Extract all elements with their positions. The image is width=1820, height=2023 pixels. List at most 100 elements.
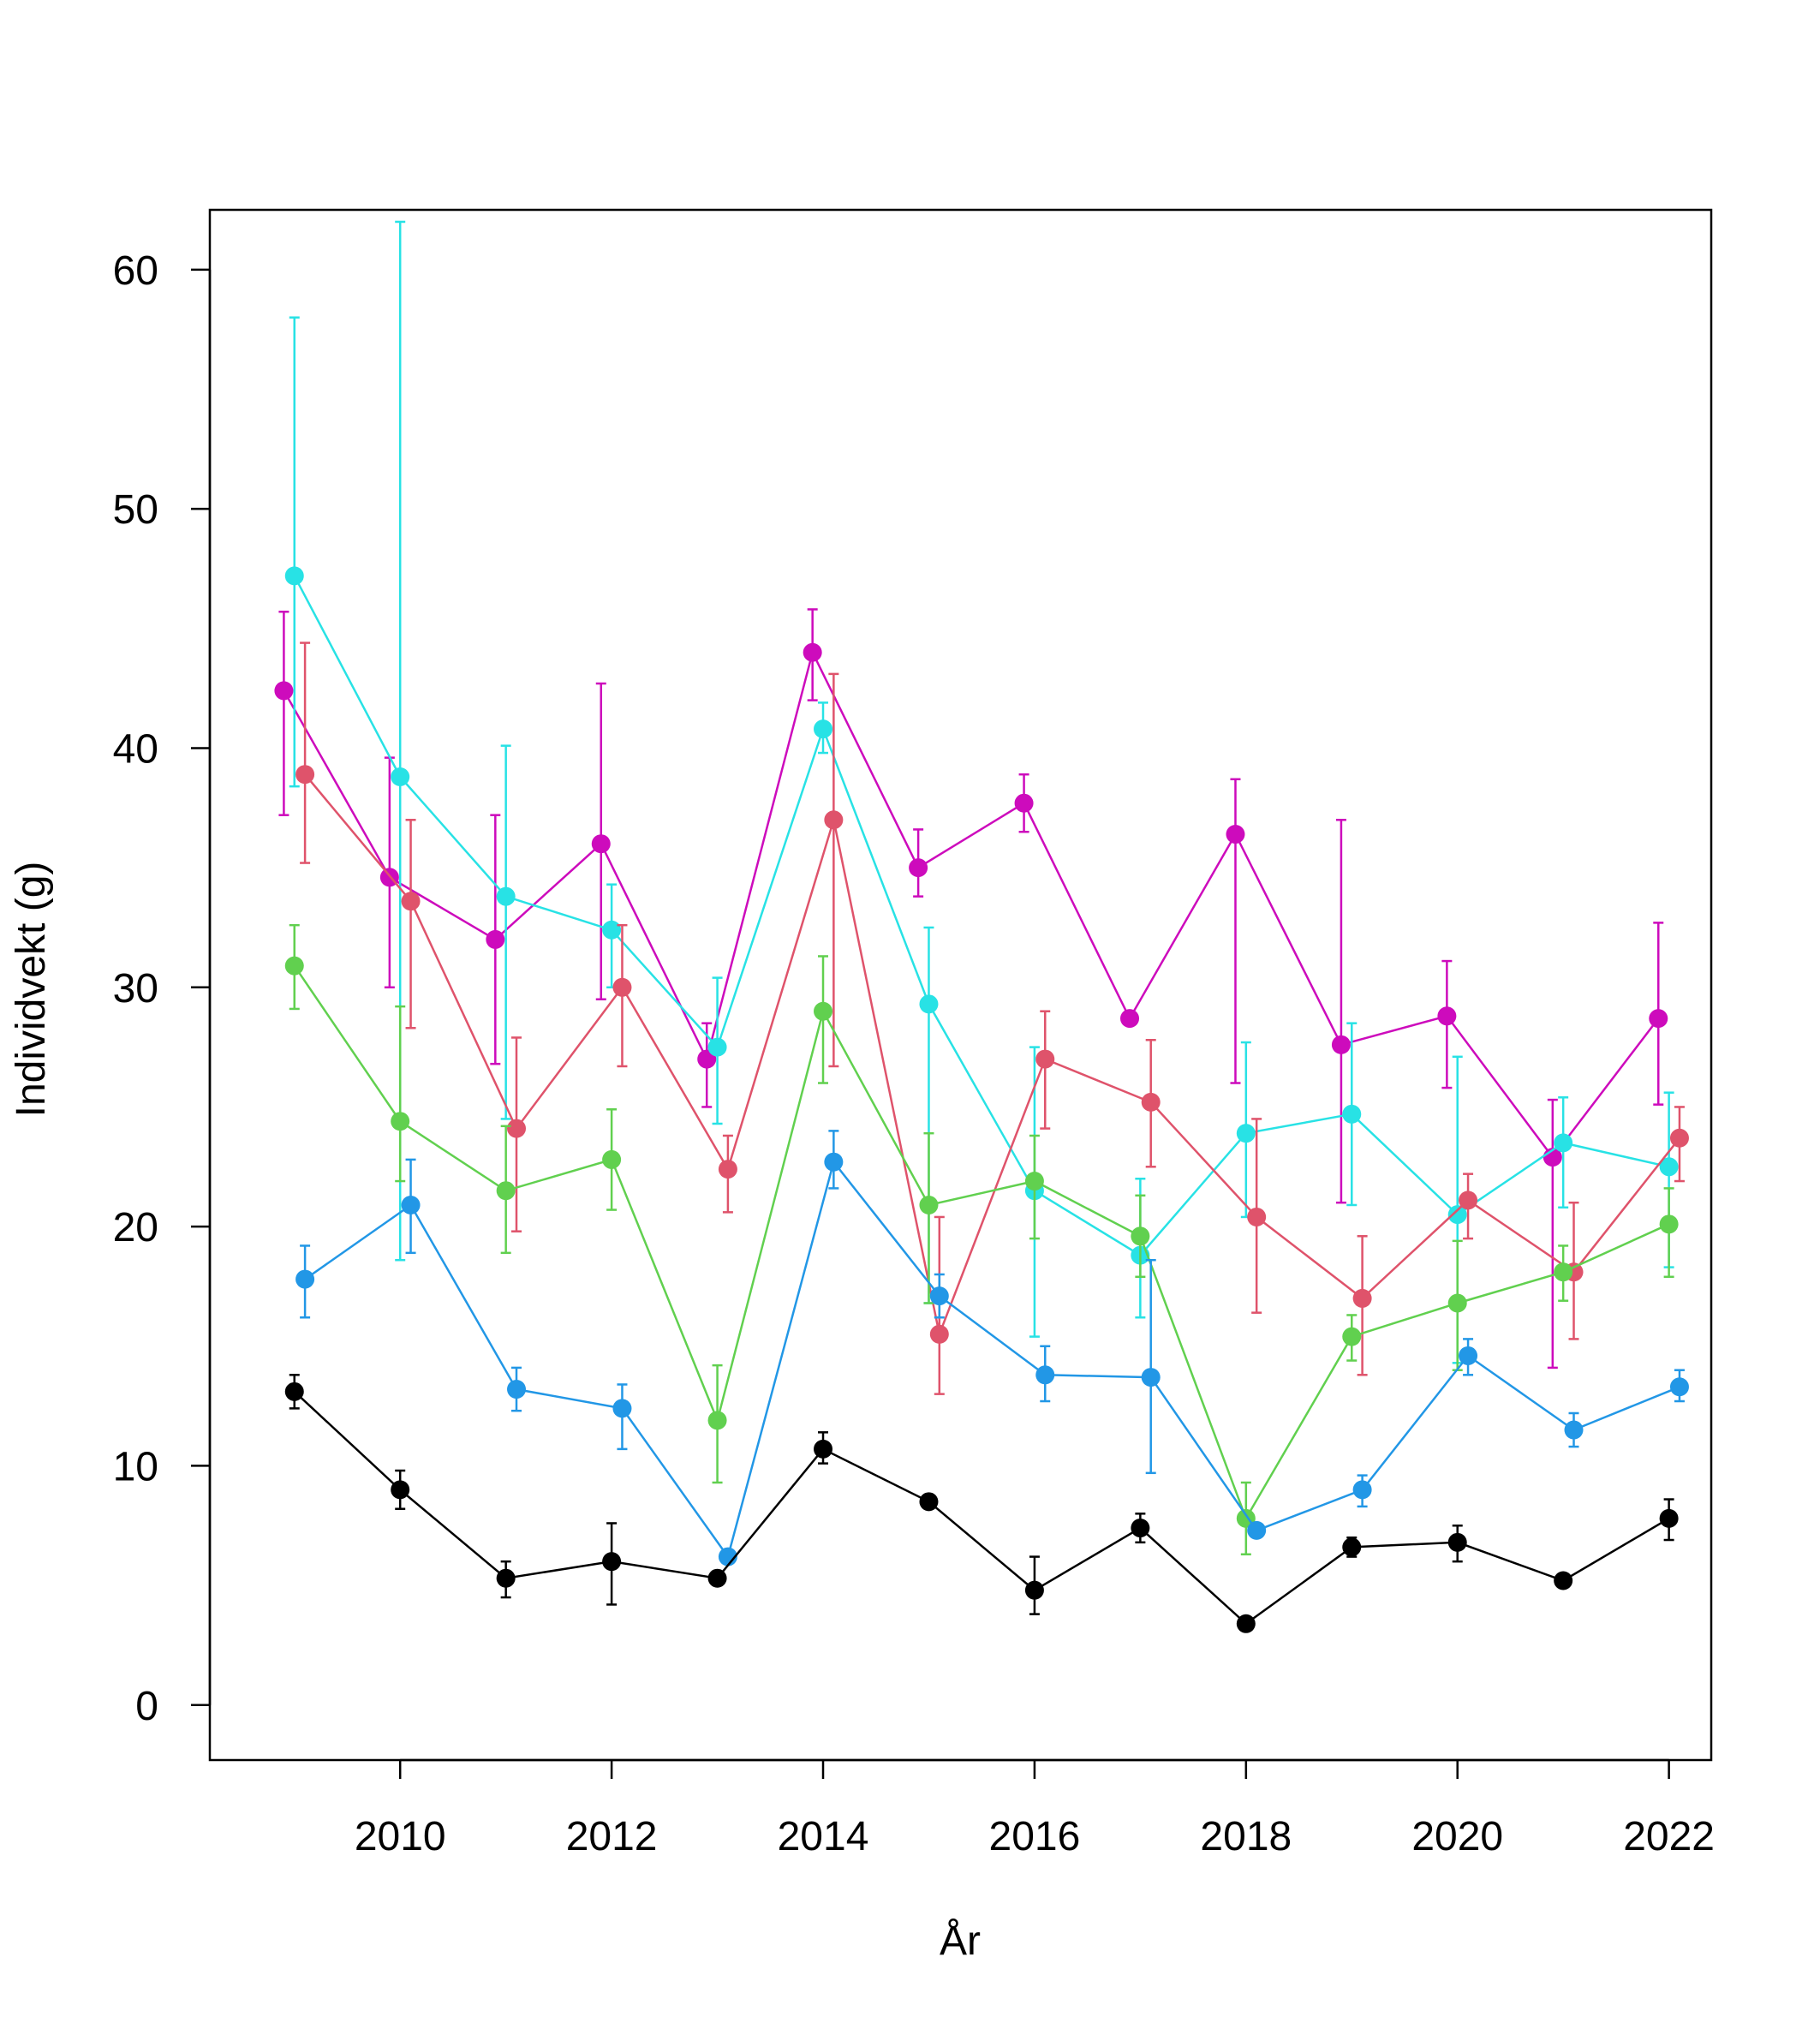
data-point [1554, 1571, 1573, 1590]
data-point [391, 1112, 410, 1131]
data-point [1659, 1508, 1679, 1528]
data-point [1035, 1365, 1055, 1385]
data-point [284, 1381, 304, 1401]
y-tick-label: 40 [113, 726, 158, 772]
y-tick-label: 10 [113, 1444, 158, 1489]
data-point [1342, 1327, 1362, 1346]
y-tick-label: 0 [135, 1684, 158, 1729]
data-point [612, 977, 632, 997]
data-point [1141, 1368, 1161, 1387]
data-point [1564, 1420, 1584, 1440]
data-point [1447, 1293, 1467, 1313]
series-layer [274, 220, 1689, 1633]
data-point [1236, 1614, 1256, 1633]
data-point [1554, 1133, 1573, 1153]
data-point [1247, 1207, 1267, 1226]
data-point [1226, 825, 1245, 844]
data-point [1447, 1532, 1467, 1552]
data-point [707, 1568, 727, 1588]
data-point [1447, 1205, 1467, 1225]
series-line-blue [304, 1159, 1680, 1560]
x-tick-label: 2018 [1200, 1814, 1292, 1859]
series-line-green [293, 964, 1670, 1521]
data-point [401, 892, 421, 911]
data-point [1352, 1288, 1372, 1308]
data-point [718, 1547, 737, 1566]
data-point [1014, 793, 1034, 813]
data-point [391, 1480, 410, 1500]
x-tick-label: 2022 [1623, 1814, 1715, 1859]
data-point [1669, 1377, 1689, 1397]
series-line-magenta [283, 649, 1660, 1160]
y-tick-label: 60 [113, 248, 158, 294]
data-point [814, 719, 833, 739]
data-point [1554, 1262, 1573, 1282]
data-point [1352, 1480, 1372, 1500]
series-line-red [304, 773, 1680, 1339]
data-point [612, 1399, 632, 1418]
data-point [496, 1181, 516, 1201]
data-point [391, 767, 410, 786]
data-point [1342, 1537, 1362, 1557]
data-point [909, 858, 928, 878]
data-point [1459, 1191, 1478, 1210]
y-tick-label: 50 [113, 487, 158, 533]
data-point [824, 810, 844, 830]
data-point [295, 1269, 315, 1289]
data-point [929, 1286, 949, 1306]
data-point [707, 1037, 727, 1057]
data-point [1331, 1035, 1351, 1054]
data-point [1659, 1157, 1679, 1177]
data-point [1459, 1346, 1478, 1365]
data-point [1659, 1214, 1679, 1234]
data-point [602, 1149, 622, 1169]
data-point [1649, 1009, 1668, 1029]
data-point [929, 1324, 949, 1344]
data-point [1120, 1009, 1140, 1029]
x-axis: 2010 2012 2014 2016 2018 2020 2022 [355, 1758, 1715, 1859]
data-point [1024, 1172, 1044, 1191]
data-point [1247, 1520, 1267, 1540]
data-point [591, 834, 611, 854]
data-point [824, 1152, 844, 1172]
data-point [295, 765, 315, 785]
x-tick-label: 2020 [1411, 1814, 1503, 1859]
data-point [496, 886, 516, 906]
data-point [803, 642, 822, 662]
data-point [814, 1001, 833, 1021]
series-line-cyan [293, 575, 1669, 1257]
data-point [486, 929, 505, 949]
data-point [919, 994, 939, 1014]
data-point [1437, 1006, 1457, 1026]
data-point [284, 566, 304, 586]
data-point [1141, 1092, 1161, 1112]
x-tick-label: 2014 [778, 1814, 869, 1859]
data-point [401, 1195, 421, 1214]
series-black [284, 1374, 1679, 1633]
x-tick-label: 2012 [566, 1814, 658, 1859]
x-tick-label: 2016 [989, 1814, 1081, 1859]
data-point [919, 1195, 939, 1214]
data-point [1035, 1049, 1055, 1069]
data-point [602, 920, 622, 940]
x-tick-label: 2010 [355, 1814, 446, 1859]
data-point [718, 1160, 737, 1179]
series-line-black [293, 1390, 1670, 1626]
series-green [284, 923, 1679, 1556]
series-red [295, 642, 1689, 1395]
y-tick-label: 30 [113, 966, 158, 1012]
data-point [1131, 1226, 1150, 1246]
y-tick-label: 20 [113, 1205, 158, 1250]
data-point [274, 681, 294, 701]
data-point [919, 1492, 939, 1512]
data-point [507, 1380, 527, 1399]
data-point [507, 1119, 527, 1138]
x-axis-label: År [940, 1919, 981, 1964]
data-point [1669, 1128, 1689, 1148]
data-point [1342, 1104, 1362, 1124]
data-point [1131, 1519, 1150, 1538]
y-axis: 0 10 20 30 40 50 60 [113, 248, 212, 1729]
data-point [284, 956, 304, 976]
y-axis-label: Individvekt (g) [9, 862, 54, 1118]
data-point [1024, 1580, 1044, 1600]
